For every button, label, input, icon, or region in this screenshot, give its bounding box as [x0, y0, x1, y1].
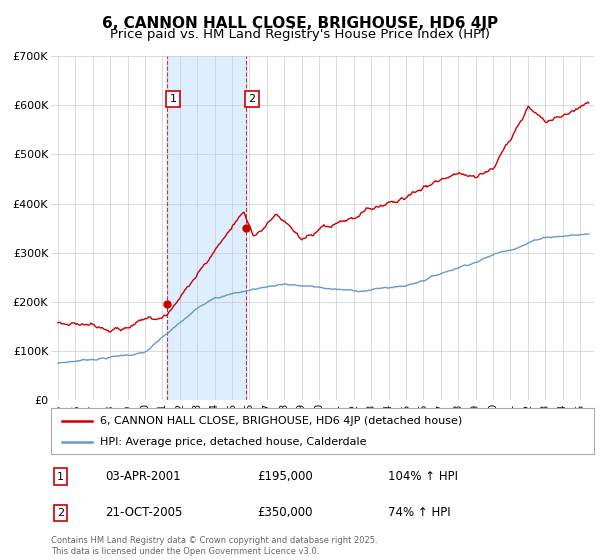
- Text: 104% ↑ HPI: 104% ↑ HPI: [388, 470, 458, 483]
- Text: 1: 1: [57, 472, 64, 482]
- Text: 03-APR-2001: 03-APR-2001: [106, 470, 181, 483]
- Text: HPI: Average price, detached house, Calderdale: HPI: Average price, detached house, Cald…: [100, 437, 367, 447]
- Text: Contains HM Land Registry data © Crown copyright and database right 2025.
This d: Contains HM Land Registry data © Crown c…: [51, 536, 377, 556]
- Text: £350,000: £350,000: [257, 506, 313, 520]
- Text: Price paid vs. HM Land Registry's House Price Index (HPI): Price paid vs. HM Land Registry's House …: [110, 28, 490, 41]
- Text: 2: 2: [248, 94, 256, 104]
- Bar: [167, 56, 246, 400]
- Text: £195,000: £195,000: [257, 470, 313, 483]
- Text: 21-OCT-2005: 21-OCT-2005: [106, 506, 182, 520]
- Text: 2: 2: [57, 508, 64, 518]
- Text: 6, CANNON HALL CLOSE, BRIGHOUSE, HD6 4JP: 6, CANNON HALL CLOSE, BRIGHOUSE, HD6 4JP: [102, 16, 498, 31]
- Text: 74% ↑ HPI: 74% ↑ HPI: [388, 506, 450, 520]
- Text: 6, CANNON HALL CLOSE, BRIGHOUSE, HD6 4JP (detached house): 6, CANNON HALL CLOSE, BRIGHOUSE, HD6 4JP…: [100, 416, 462, 426]
- Text: 1: 1: [169, 94, 176, 104]
